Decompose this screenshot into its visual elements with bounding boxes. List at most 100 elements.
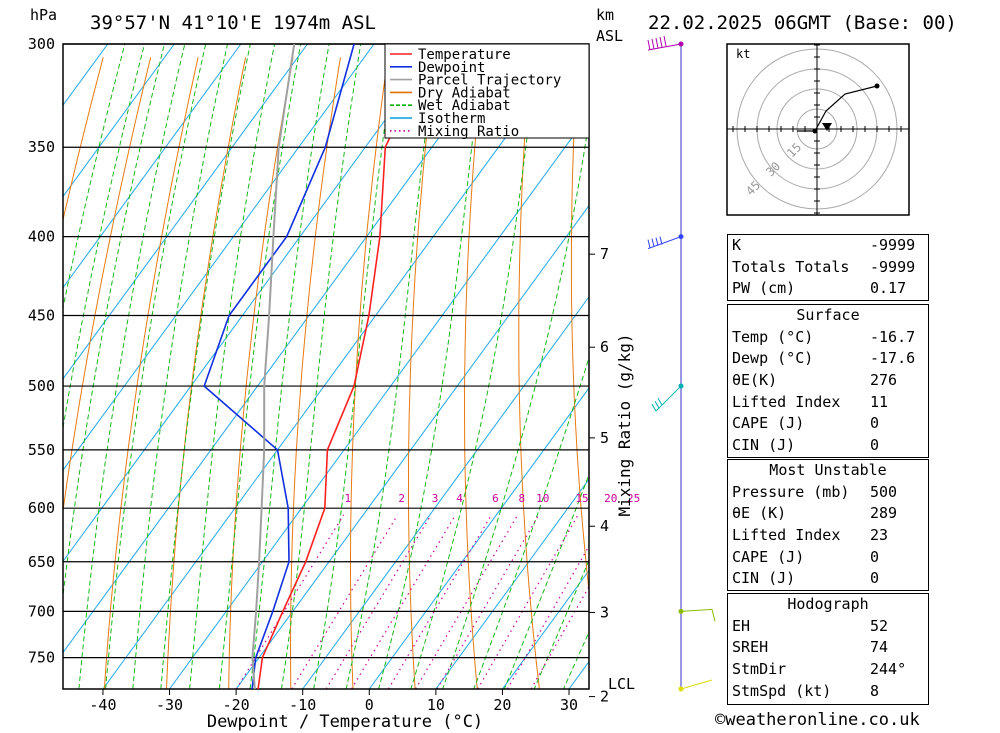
wet-adiabat-line	[63, 44, 165, 601]
dry-adiabat-line	[63, 57, 104, 223]
table-title: Most Unstable	[769, 461, 887, 479]
mixing-ratio-label: 10	[536, 492, 549, 505]
isotherm-line	[435, 478, 589, 689]
temperature-tick-label: 20	[493, 696, 511, 714]
row-label: CIN (J)	[732, 569, 796, 588]
wet-adiabat-line	[160, 44, 251, 689]
row-label: Lifted Index	[732, 392, 841, 411]
mixing-ratio-line	[325, 514, 432, 689]
temperature-tick-label: 30	[560, 696, 578, 714]
dewpoint-line	[203, 44, 355, 689]
row-value: 244°	[870, 660, 907, 679]
pressure-tick-label: 550	[28, 441, 55, 459]
mixing-ratio-line	[350, 514, 457, 689]
parcel-trajectory-line	[251, 44, 296, 689]
hodograph-startpoint	[812, 128, 818, 134]
table-row: Pressure (mb) 500	[728, 482, 928, 504]
temperature-tick-label: -20	[223, 696, 250, 714]
legend-entry: Parcel Trajectory	[418, 73, 561, 89]
wind-barb-flag	[657, 397, 663, 406]
copyright-footer: ©weatheronline.co.uk	[715, 710, 920, 730]
mixing-ratio-label: 6	[492, 492, 499, 505]
table-row: StmSpd (kt) 8	[728, 681, 928, 703]
row-value: 500	[870, 482, 898, 501]
plot-area	[63, 44, 589, 689]
table-row: EH 52	[728, 616, 928, 638]
table-row: CAPE (J) 0	[728, 547, 928, 569]
dry-adiabat-line	[103, 57, 199, 689]
hodograph-unit: kt	[736, 47, 750, 61]
table-title: Surface	[796, 306, 860, 324]
row-value: 0.17	[870, 279, 907, 298]
table-row: K -9999	[728, 235, 928, 257]
row-label: Lifted Index	[732, 526, 841, 545]
dry-adiabat-line	[570, 57, 589, 596]
row-value: 8	[870, 681, 880, 700]
row-value: 52	[870, 616, 889, 635]
mixing-ratio-label: 8	[518, 492, 525, 505]
dry-adiabat-line	[290, 57, 341, 689]
table-row: PW (cm) 0.17	[728, 278, 928, 300]
mixing-ratio-label: 4	[456, 492, 463, 505]
row-value: 74	[870, 638, 889, 657]
row-label: CAPE (J)	[732, 414, 805, 433]
wet-adiabat-line	[78, 44, 186, 689]
row-label: θE(K)	[732, 371, 778, 390]
pressure-tick-label: 400	[28, 228, 55, 246]
dry-adiabat-line	[518, 57, 540, 689]
pressure-tick-label: 450	[28, 307, 55, 325]
km-tick-label: 5	[600, 429, 609, 447]
wet-adiabat-line	[132, 44, 228, 689]
isotherm-line	[63, 44, 242, 289]
row-value: 276	[870, 371, 898, 390]
profiles	[203, 44, 435, 689]
row-label: θE (K)	[732, 504, 787, 523]
isotherm-line	[63, 44, 375, 471]
location-title: 39°57'N 41°10'E 1974m ASL	[90, 12, 376, 34]
km-tick-label: 2	[600, 688, 609, 706]
legend-entry: Wet Adiabat	[418, 98, 511, 114]
mixing-ratio-line	[387, 514, 493, 689]
wet-adiabat-line	[378, 44, 485, 689]
mixing-ratio-label: 15	[575, 492, 588, 505]
legend-box	[384, 43, 590, 139]
row-value: -16.7	[870, 327, 916, 346]
table-row: Lifted Index 11	[728, 392, 928, 414]
mixing-ratio-line	[530, 585, 589, 689]
row-value: 0	[870, 436, 880, 455]
table-row: SREH 74	[728, 637, 928, 659]
isotherm-line	[368, 387, 589, 689]
table-row: Dewp (°C) -17.6	[728, 348, 928, 370]
dry-adiabat-line	[63, 57, 152, 515]
pressure-tick-label: 600	[28, 499, 55, 517]
pressure-tick-label: 750	[28, 649, 55, 667]
table-row: CAPE (J) 0	[728, 413, 928, 435]
x-axis-title: Dewpoint / Temperature (°C)	[207, 712, 483, 732]
mixing-ratio-label: 1	[344, 492, 351, 505]
wet-adiabat-line	[345, 44, 438, 689]
wind-barb	[655, 385, 682, 412]
axes: 1 2 3 4 6 8 10 15 20 2530035040045050055060065070…	[28, 35, 640, 714]
dry-adiabat-line	[350, 57, 389, 689]
datetime-title: 22.02.2025 06GMT (Base: 00)	[648, 12, 957, 34]
mixing-ratio-label: 2	[398, 492, 405, 505]
wet-adiabat-line	[313, 44, 397, 689]
temperature-tick-label: -30	[156, 696, 183, 714]
wind-barbs	[647, 35, 716, 692]
mixing-ratio-line	[291, 514, 399, 689]
row-value: -9999	[870, 236, 916, 254]
surface-table: Surface Temp (°C) -16.7 Dewp (°C) -17.6 θE(K)…	[727, 304, 929, 458]
row-label: CIN (J)	[732, 436, 796, 455]
row-value: -17.6	[870, 349, 916, 368]
table-row: CIN (J) 0	[728, 568, 928, 590]
row-label: Dewp (°C)	[732, 349, 814, 368]
row-value: 0	[870, 569, 880, 588]
wet-adiabat-line	[189, 44, 276, 689]
table-row: θE(K) 276	[728, 370, 928, 392]
pressure-tick-label: 500	[28, 377, 55, 395]
storm-motion-marker	[822, 123, 832, 131]
table-row: Lifted Index 23	[728, 525, 928, 547]
hodograph-endpoint	[874, 83, 880, 89]
